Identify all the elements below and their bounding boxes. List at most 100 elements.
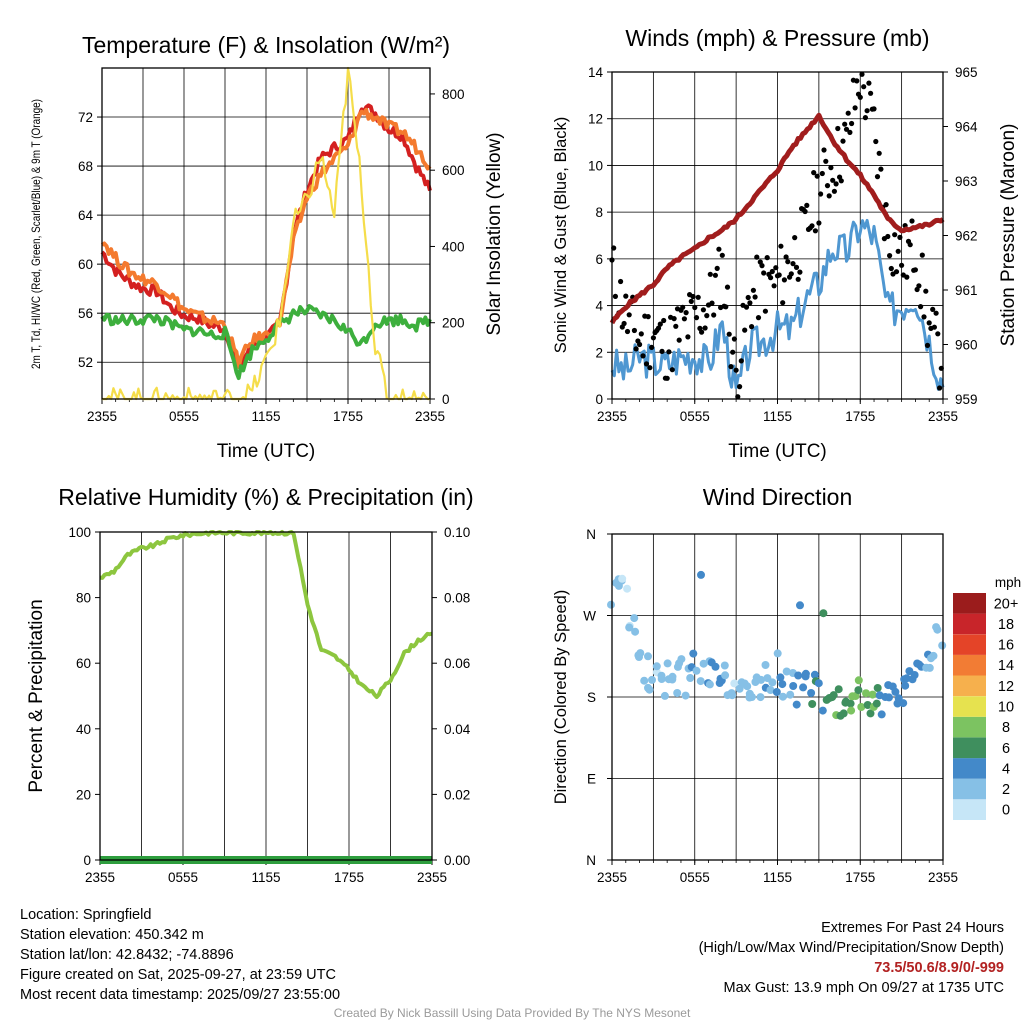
direction-point [808,700,817,708]
gust-point [790,261,796,267]
gust-point [873,138,879,145]
gust-point [780,300,786,306]
direction-point [796,601,804,610]
direction-point [854,686,863,695]
gust-point [683,310,689,316]
gust-point [923,288,929,294]
direction-point [768,678,777,687]
gust-point [866,80,872,86]
gust-point [899,262,905,268]
gust-point [759,263,765,269]
gust-point [849,120,855,127]
gust-point [623,293,629,299]
y2-tick-label: 0.02 [444,787,470,802]
direction-point [660,691,669,700]
direction-point [814,679,823,688]
gust-point [935,331,941,337]
y-axis-label: Sonic Wind & Gust (Blue, Black) [552,117,570,354]
direction-point [773,649,782,658]
y-tick-label: 60 [76,656,91,671]
direction-point [834,685,843,694]
y-axis-label: 2m T, Td, HI/WC (Red, Green, Scarlet/Blu… [29,99,43,369]
extremes-values: 73.5/50.6/8.9/0/-999 [874,960,1004,976]
gust-point [930,306,936,312]
gust-point [735,394,741,400]
direction-point [668,672,677,681]
series-line-2m-td [100,304,432,380]
gust-point [637,341,643,348]
y2-tick-label: 959 [955,392,978,407]
direction-point [801,672,810,681]
chart-title: Winds (mph) & Pressure (mb) [625,25,929,51]
gust-point [714,265,720,271]
gust-point [933,310,939,316]
direction-point [786,690,795,699]
gust-point [926,320,932,326]
gust-point [728,364,734,370]
gust-point [745,294,751,301]
direction-point [778,680,787,689]
plot-frame [99,531,433,861]
colorbar-swatch [953,675,986,697]
y-tick-label: 80 [76,591,91,606]
y-tick-label: N [586,853,596,868]
series-line-station-pressure [609,112,945,325]
gust-point [671,316,677,322]
gust-point [730,349,736,355]
gust-point [847,129,853,135]
direction-point [631,627,640,636]
direction-point [866,709,875,718]
y-tick-label: 4 [595,299,603,314]
direction-point [778,692,787,701]
y-tick-label: 14 [588,65,604,80]
x-tick-label: 2355 [85,870,115,885]
gust-point [738,358,744,364]
y-tick-label: 0 [595,392,603,407]
direction-point [863,701,872,709]
direction-point [640,676,649,685]
direction-point [810,670,819,679]
direction-point [743,682,752,691]
direction-point [839,709,848,718]
gust-point [811,170,817,176]
colorbar-label: 2 [1002,782,1010,798]
gust-point [897,234,903,240]
colorbar-swatch [953,696,986,717]
y-tick-label: W [583,609,596,624]
gust-point [719,252,725,258]
y-tick-label: 20 [76,787,91,802]
direction-point [872,699,881,708]
gust-point [650,335,657,341]
station-info: Location: Springfield Station elevation:… [20,905,340,1005]
colorbar-swatch [953,758,986,779]
gust-point [643,361,650,367]
x-axis-label: Time (UTC) [728,441,827,462]
gust-point [912,267,919,273]
gust-point [792,235,798,241]
y-tick-label: 60 [78,257,93,272]
gust-point [883,202,889,208]
gust-point [688,298,694,304]
gust-point [878,166,884,172]
direction-point [789,682,798,690]
gust-point [821,147,827,153]
x-tick-label: 1755 [845,870,875,885]
colorbar-swatch [953,634,986,655]
gust-point [618,278,624,285]
gust-point [823,158,829,164]
gust-point [921,314,927,320]
x-tick-label: 2355 [928,409,958,424]
direction-point [625,623,634,632]
direction-point [623,584,632,593]
colorbar-swatch [953,737,986,759]
chart-title: Relative Humidity (%) & Precipitation (i… [58,484,473,510]
gust-point [838,178,844,184]
x-axis-label: Time (UTC) [217,441,316,462]
y2-tick-label: 963 [955,174,978,189]
direction-point [648,675,656,684]
y-tick-label: 12 [588,112,603,127]
direction-point [873,684,882,692]
gust-point [709,300,715,306]
x-tick-label: 1155 [763,409,792,424]
gust-point [868,90,874,96]
